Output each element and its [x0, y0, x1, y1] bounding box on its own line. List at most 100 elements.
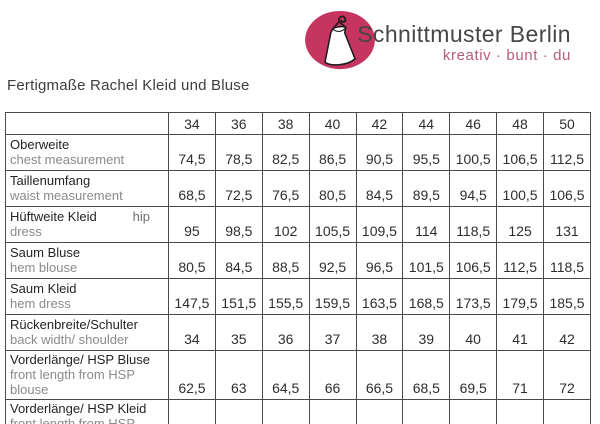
measurement-value: 95	[168, 206, 216, 243]
measurement-value: 118,5	[449, 206, 498, 243]
measurement-value: 104	[214, 399, 263, 424]
measurement-value: 66	[308, 350, 357, 400]
empty-header-cell	[5, 112, 169, 135]
measurement-value: 72	[543, 350, 591, 400]
measurement-value: 108,5	[402, 399, 451, 424]
measurement-value: 131	[543, 206, 591, 243]
measurement-value: 185,5	[543, 278, 591, 315]
measurement-value: 84,5	[214, 242, 263, 279]
measurement-value: 168,5	[402, 278, 451, 315]
label-english: waist measurement	[10, 188, 123, 203]
size-column-header: 46	[449, 112, 498, 135]
measurement-value: 80,5	[168, 242, 216, 279]
measurement-label-cell: Rückenbreite/Schulter back width/ shoulde…	[5, 314, 169, 351]
table-row: Oberweite chest measurement 74,5 78,5 82,5 86…	[5, 134, 591, 171]
measurement-value: 82,5	[261, 134, 310, 171]
measurement-value: 37	[308, 314, 357, 351]
brand-name: Schnittmuster Berlin	[357, 21, 571, 47]
measurement-value: 35	[214, 314, 263, 351]
measurement-value: 36	[261, 314, 310, 351]
brand-tagline: kreativ · bunt · du	[442, 47, 571, 64]
measurement-value: 63	[214, 350, 263, 400]
label-german: Taillenumfang	[10, 173, 91, 188]
measurement-value: 78,5	[214, 134, 263, 171]
label-english: front length from HSP blouse	[10, 367, 135, 397]
measurement-value: 100,5	[496, 170, 544, 207]
measurement-value: 94,5	[449, 170, 498, 207]
measurement-value: 159,5	[308, 278, 357, 315]
size-chart-table: 34 36 38 40 42 44 46 48 50 Oberweite chest measur…	[5, 112, 591, 424]
table-row: Saum Bluse hem blouse 80,5 84,5 88,5 92,5 96,5…	[5, 242, 591, 279]
measurement-value: 173,5	[449, 278, 498, 315]
measurement-value: 95,5	[402, 134, 451, 171]
label-german: Oberweite	[10, 137, 70, 152]
measurement-value: 38	[355, 314, 404, 351]
label-german: Hüftweite Kleid	[10, 209, 97, 224]
measurement-value: 105	[308, 399, 357, 424]
label-english: chest measurement	[10, 152, 125, 167]
measurement-value: 68,5	[402, 350, 451, 400]
measurement-label-cell: Saum Bluse hem blouse	[5, 242, 169, 279]
measurement-value: 88,5	[261, 242, 310, 279]
measurement-value: 107,5	[355, 399, 404, 424]
measurement-value: 98,5	[214, 206, 263, 243]
measurement-value: 125	[496, 206, 544, 243]
measurement-value: 39	[402, 314, 451, 351]
measurement-value: 106,5	[449, 242, 498, 279]
label-german: Vorderlänge/ HSP Kleid	[10, 401, 147, 416]
measurement-value: 90,5	[355, 134, 404, 171]
measurement-value: 114	[402, 206, 451, 243]
measurement-value: 155,5	[261, 278, 310, 315]
brand-logo	[303, 9, 377, 71]
measurement-label-cell: Oberweite chest measurement	[5, 134, 169, 171]
size-column-header: 40	[308, 112, 357, 135]
label-german: Vorderlänge/ HSP Bluse	[10, 352, 150, 367]
measurement-value: 62,5	[168, 350, 216, 400]
measurement-value: 64,5	[261, 350, 310, 400]
label-german: Rückenbreite/Schulter	[10, 317, 138, 332]
measurement-value: 109,5	[355, 206, 404, 243]
measurement-value: 34	[168, 314, 216, 351]
measurement-label-cell: Saum Kleid hem dress	[5, 278, 169, 315]
table-row: Vorderlänge/ HSP Bluse front length from …	[5, 350, 591, 400]
size-column-header: 34	[168, 112, 216, 135]
measurement-value: 40	[449, 314, 498, 351]
label-english: front length from HSP dress	[10, 416, 135, 424]
measurement-value: 100,5	[449, 134, 498, 171]
measurement-value: 41	[496, 314, 544, 351]
measurement-value: 104,5	[261, 399, 310, 424]
measurement-value: 113,5	[543, 399, 591, 424]
measurement-value: 72,5	[214, 170, 263, 207]
measurement-value: 86,5	[308, 134, 357, 171]
measurement-label-cell: Hüftweite Kleid hip dress	[5, 206, 169, 243]
size-header-row: 34 36 38 40 42 44 46 48 50	[5, 112, 591, 135]
measurement-value: 147,5	[168, 278, 216, 315]
table-row: Saum Kleid hem dress 147,5 151,5 155,5 159,5 1…	[5, 278, 591, 315]
measurement-value: 89,5	[402, 170, 451, 207]
measurement-value: 92,5	[308, 242, 357, 279]
measurement-value: 96,5	[355, 242, 404, 279]
size-column-header: 44	[402, 112, 451, 135]
measurement-value: 106,5	[496, 134, 544, 171]
table-row: Vorderlänge/ HSP Kleid front length from …	[5, 399, 591, 424]
label-english: hem dress	[10, 296, 71, 311]
table-row: Taillenumfang waist measurement 68,5 72,5 76…	[5, 170, 591, 207]
measurement-label-cell: Taillenumfang waist measurement	[5, 170, 169, 207]
label-german: Saum Bluse	[10, 245, 81, 260]
size-column-header: 48	[496, 112, 544, 135]
size-column-header: 36	[214, 112, 263, 135]
label-english: back width/ shoulder	[10, 332, 129, 347]
table-row: Hüftweite Kleid hip dress 95 98,5 102 105,5 109…	[5, 206, 591, 243]
page-title: Fertigmaße Rachel Kleid und Bluse	[7, 77, 250, 94]
measurement-value: 112,5	[543, 134, 591, 171]
label-german: Saum Kleid	[10, 281, 77, 296]
dress-on-hanger-icon	[305, 10, 375, 70]
measurement-value: 66,5	[355, 350, 404, 400]
label-english: hem blouse	[10, 260, 78, 275]
label-english: dress	[10, 224, 42, 239]
measurement-value: 106,5	[543, 170, 591, 207]
size-column-header: 50	[543, 112, 591, 135]
measurement-value: 111,5	[449, 399, 498, 424]
measurement-value: 105,5	[308, 206, 357, 243]
